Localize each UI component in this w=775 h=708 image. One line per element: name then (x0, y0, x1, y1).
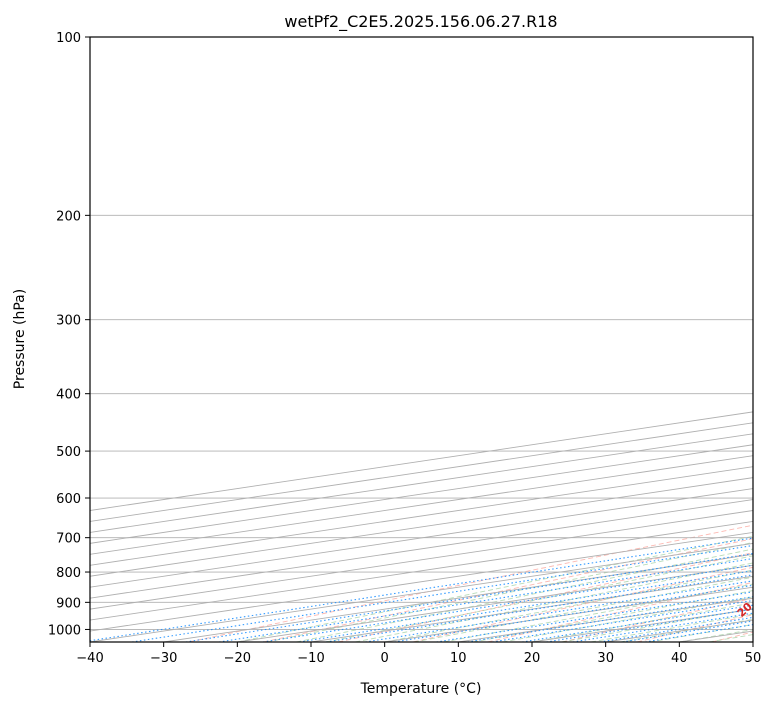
isotherm-label: 40 (292, 688, 312, 708)
isotherm-line (679, 630, 753, 642)
y-tick-label: 300 (56, 314, 81, 329)
x-tick-label: 40 (671, 651, 688, 666)
isotherm-line (90, 444, 753, 544)
y-tick-label: 400 (56, 388, 81, 403)
x-tick-label: 30 (597, 651, 614, 666)
mixing-ratio-line (90, 537, 753, 642)
moist-adiabat (590, 613, 753, 642)
x-tick-label: 20 (524, 651, 541, 666)
isotherm-line (90, 542, 753, 642)
y-tick-label: 1000 (48, 623, 81, 638)
x-tick-label: 50 (745, 651, 762, 666)
x-tick-label: −30 (150, 651, 177, 666)
isotherm-line (90, 433, 753, 533)
isotherm-line (384, 586, 753, 642)
mixing-ratio-line (218, 557, 753, 642)
x-tick-label: 10 (450, 651, 467, 666)
x-tick-label: −20 (224, 651, 251, 666)
isotherm-line (90, 466, 753, 566)
dry-adiabat (188, 524, 753, 642)
moist-adiabat (384, 569, 753, 642)
moist-adiabat (502, 596, 753, 642)
moist-adiabat (237, 535, 753, 642)
x-tick-label: 0 (381, 651, 389, 666)
mixing-ratio-line (572, 612, 753, 642)
moist-adiabat (443, 583, 753, 642)
moist-adiabat (708, 634, 753, 642)
y-axis: 100 200 300 400 500 600 700 800 900 1000 (48, 31, 90, 638)
mixing-ratio-line (326, 574, 753, 642)
dry-adiabat (263, 538, 753, 642)
y-tick-label: 700 (56, 532, 81, 547)
moist-adiabat (266, 542, 753, 642)
isotherm-line (752, 641, 753, 642)
x-tick-label: −10 (297, 651, 324, 666)
mixing-ratio-line (492, 599, 753, 642)
isotherm-line (90, 411, 753, 511)
moist-adiabat (296, 548, 753, 642)
y-tick-label: 800 (56, 566, 81, 581)
dry-adiabat (487, 581, 753, 642)
moist-adiabat (679, 629, 753, 642)
isotherm-line (90, 455, 753, 555)
isotherm-line (90, 422, 753, 522)
y-tick-label: 200 (56, 209, 81, 224)
x-axis: −40 −30 −20 −10 0 10 20 30 40 50 (76, 642, 761, 666)
dry-adiabat (562, 597, 753, 642)
isotherm-line (90, 477, 753, 577)
moist-adiabat (531, 602, 753, 642)
y-tick-label: 600 (56, 492, 81, 507)
y-tick-label: 100 (56, 31, 81, 46)
x-tick-label: −40 (76, 651, 103, 666)
isotherm-line (90, 520, 753, 621)
mixing-ratio-line (131, 544, 753, 642)
mixing-ratio-line (546, 608, 753, 642)
mixing-ratio-line (185, 553, 753, 642)
isotherm-line (90, 510, 753, 610)
isotherm-line (531, 608, 753, 642)
isotherm-line (90, 499, 753, 599)
isotherm-line (310, 575, 753, 642)
dry-adiabat (636, 614, 753, 642)
plot-frame (89, 36, 754, 643)
moist-adiabat (355, 562, 753, 642)
mixing-ratio-line (599, 616, 753, 642)
isotherm-line (90, 488, 753, 588)
mixing-ratio-line (522, 604, 753, 642)
isotherm-line (90, 531, 753, 632)
y-tick-label: 500 (56, 445, 81, 460)
plot-area: -100-90-80-70-60-50-40-30-20-10010203040… (90, 37, 753, 708)
moist-adiabat (414, 576, 753, 642)
background-lines (90, 37, 753, 642)
moist-adiabat (649, 624, 753, 642)
y-axis-label: Pressure (hPa) (12, 289, 28, 389)
x-axis-label: Temperature (°C) (360, 681, 482, 697)
dry-adiabat (412, 566, 753, 642)
chart-title: wetPf2_C2E5.2025.156.06.27.R18 (284, 12, 557, 32)
y-tick-label: 900 (56, 596, 81, 611)
isotherm-line (458, 597, 753, 642)
moist-adiabat (473, 590, 753, 642)
